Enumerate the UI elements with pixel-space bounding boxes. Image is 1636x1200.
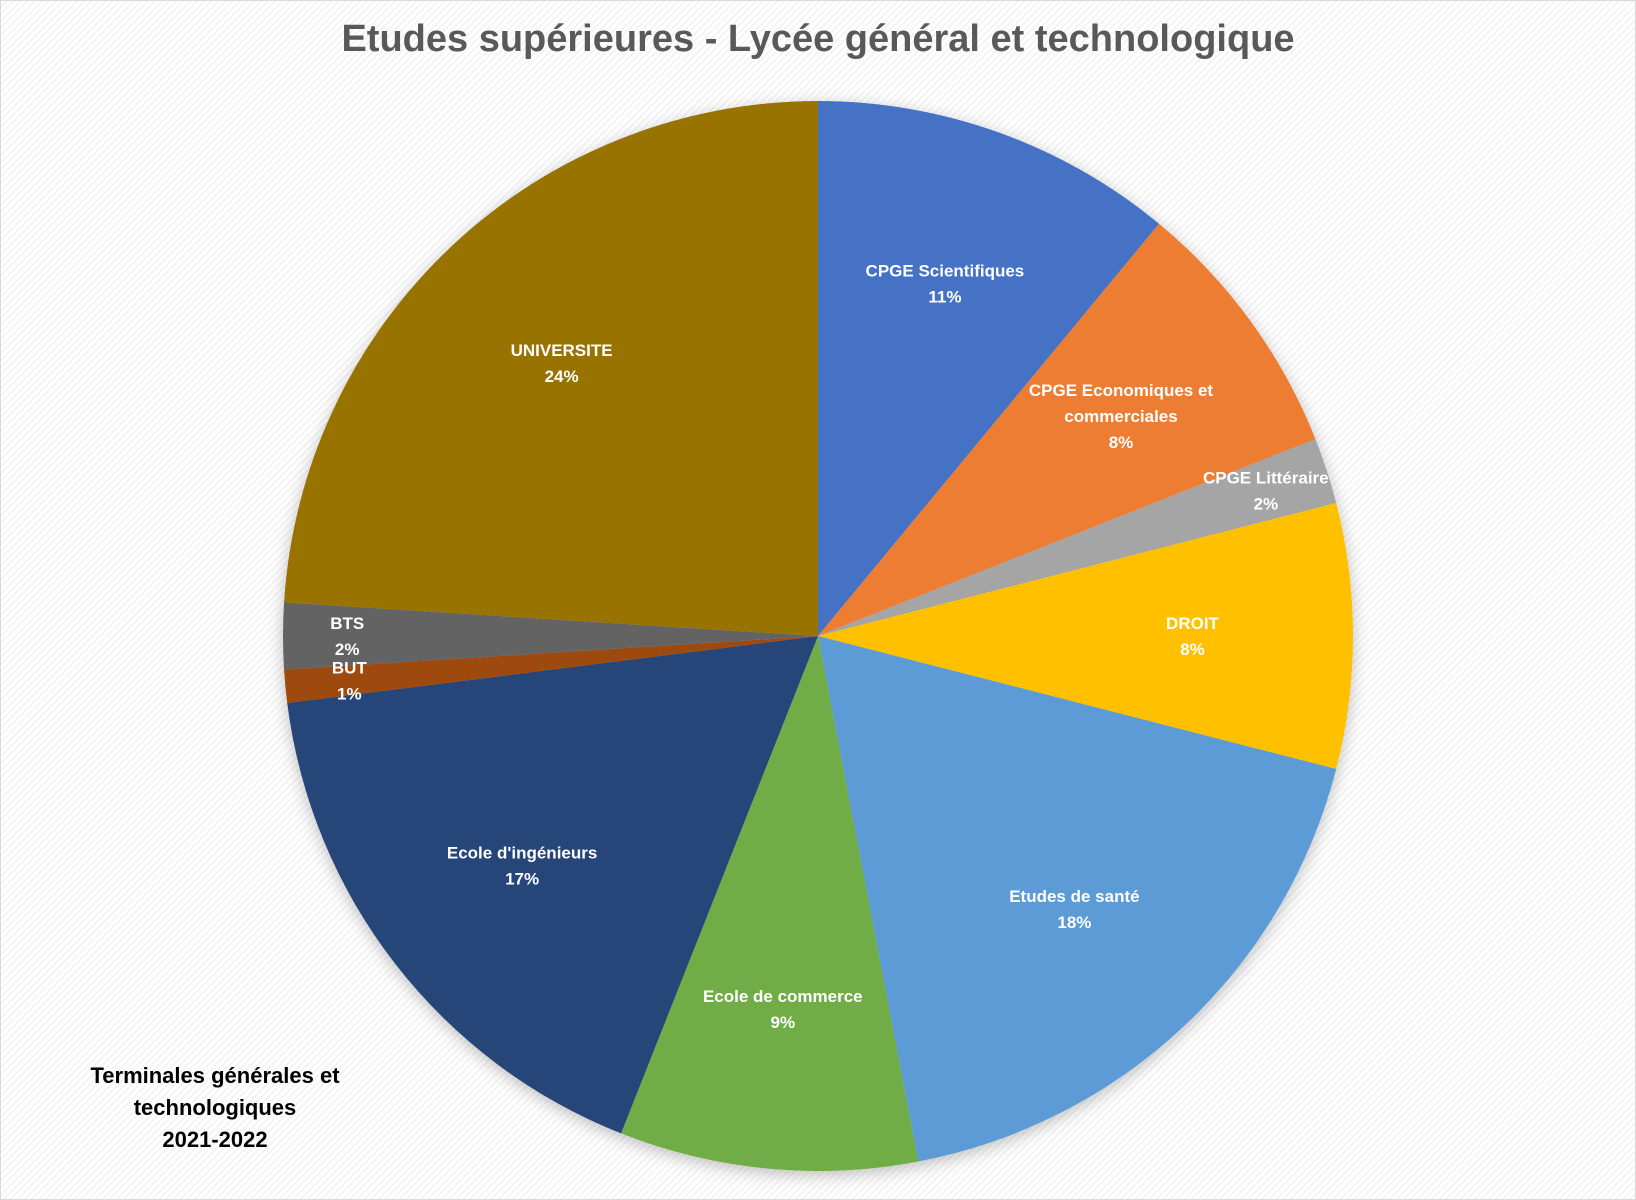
pie-slice: [818, 101, 1160, 636]
pie-slice: [818, 636, 1337, 1162]
pie-slice: [818, 439, 1337, 636]
slice-label: BTS 2%: [330, 614, 364, 659]
footnote: Terminales générales et technologiques 2…: [60, 1060, 370, 1156]
slice-label: Ecole de commerce 9%: [703, 987, 863, 1032]
footnote-line-2: technologiques: [133, 1095, 297, 1120]
pie-slice: [818, 502, 1353, 770]
slice-label: CPGE Littéraire 2%: [1203, 469, 1329, 514]
slice-label: UNIVERSITE 24%: [511, 341, 613, 386]
slice-label: DROIT 8%: [1166, 614, 1220, 659]
pie-slice: [283, 602, 818, 670]
slice-label: Ecole d'ingénieurs 17%: [447, 844, 597, 889]
pie-slice: [621, 636, 919, 1171]
slice-label: CPGE Economiques et commerciales 8%: [1029, 381, 1214, 452]
slice-label: Etudes de santé 18%: [1009, 887, 1139, 932]
chart-title: Etudes supérieures - Lycée général et te…: [341, 18, 1295, 60]
pie-slice: [284, 101, 818, 636]
footnote-line-3: 2021-2022: [162, 1127, 268, 1152]
footnote-line-1: Terminales générales et: [90, 1063, 340, 1088]
slice-label: CPGE Scientifiques 11%: [866, 262, 1025, 307]
pie-slice: [818, 223, 1316, 636]
slice-label: BUT 1%: [332, 658, 368, 703]
pie-slice: [287, 636, 819, 1134]
pie-slice: [284, 636, 818, 704]
